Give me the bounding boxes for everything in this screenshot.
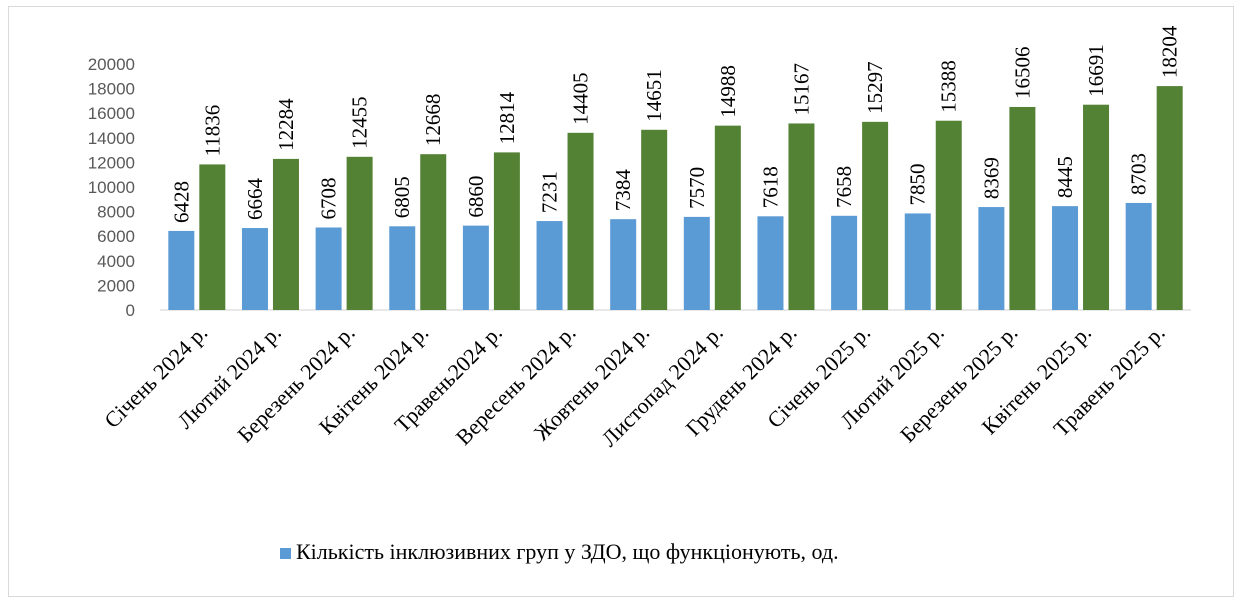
bar-chart: 0 2000 4000 6000 8000 10000 12000 14000 16000 180… (88, 25, 1191, 564)
bar-series-2 (788, 123, 815, 311)
bar-series-1 (683, 216, 710, 310)
bar-series-1 (1052, 206, 1079, 310)
data-label: 7384 (611, 169, 635, 212)
y-tick-label: 14000 (88, 129, 135, 148)
data-label: 6428 (169, 181, 193, 223)
data-label: 15388 (937, 60, 961, 113)
bar-series-1 (389, 226, 416, 310)
bar-series-2 (493, 152, 520, 310)
data-label: 7570 (685, 167, 709, 209)
x-axis: Січень 2024 р.Лютий 2024 р.Березень 2024… (99, 309, 1191, 451)
bar-series-2 (862, 121, 889, 311)
data-labels: 6428 11836 6664 12284 6708 12455 6805 12668 6860… (169, 25, 1181, 223)
data-label: 6805 (390, 176, 414, 218)
bars (168, 86, 1183, 311)
bar-series-2 (714, 125, 741, 310)
bar-series-2 (199, 164, 226, 310)
bar-series-2 (420, 154, 447, 310)
y-tick-label: 16000 (88, 104, 135, 123)
bar-series-1 (757, 216, 784, 310)
y-tick-label: 8000 (97, 203, 135, 222)
data-label: 15167 (789, 63, 813, 116)
y-tick-label: 18000 (88, 80, 135, 99)
y-tick-label: 2000 (97, 276, 135, 295)
bar-series-1 (462, 225, 489, 310)
legend: Кількість інклюзивних груп у ЗДО, що фун… (280, 539, 839, 564)
y-tick-label: 4000 (97, 252, 135, 271)
bar-series-2 (272, 158, 299, 310)
data-label: 11836 (200, 105, 224, 157)
y-tick-label: 0 (126, 301, 135, 320)
data-label: 7231 (538, 171, 562, 213)
data-label: 6860 (464, 176, 488, 218)
data-label: 12814 (495, 91, 519, 144)
data-label: 14405 (569, 72, 593, 125)
data-label: 14651 (642, 69, 666, 122)
data-label: 12455 (348, 96, 372, 149)
y-tick-label: 12000 (88, 153, 135, 172)
data-label: 7658 (832, 166, 856, 208)
y-tick-label: 20000 (88, 55, 135, 74)
data-label: 6664 (243, 178, 267, 221)
bar-series-1 (241, 228, 268, 310)
data-label: 16506 (1010, 46, 1034, 98)
data-label: 18204 (1158, 25, 1182, 78)
data-label: 8369 (979, 157, 1003, 199)
bar-series-2 (935, 120, 962, 310)
data-label: 6708 (317, 177, 341, 219)
data-label: 15297 (863, 61, 887, 114)
bar-series-1 (904, 213, 931, 310)
bar-series-1 (978, 207, 1005, 310)
bar-series-2 (1156, 86, 1183, 311)
bar-series-2 (641, 129, 668, 310)
bar-series-2 (346, 156, 373, 310)
y-tick-label: 10000 (88, 178, 135, 197)
bar-series-1 (1125, 202, 1152, 310)
data-label: 12284 (274, 98, 298, 151)
data-label: 8703 (1127, 153, 1151, 195)
bar-series-1 (536, 221, 563, 310)
bar-series-2 (567, 132, 594, 310)
data-label: 7618 (758, 166, 782, 208)
bar-series-1 (610, 219, 637, 310)
data-label: 14988 (716, 65, 740, 118)
data-label: 7850 (906, 163, 930, 205)
data-label: 8445 (1053, 156, 1077, 198)
legend-label: Кількість інклюзивних груп у ЗДО, що фун… (296, 539, 839, 564)
y-tick-label: 6000 (97, 227, 135, 246)
chart-area: 0 2000 4000 6000 8000 10000 12000 14000 16000 180… (8, 6, 1234, 597)
data-label: 12668 (421, 94, 445, 147)
legend-swatch (280, 548, 291, 559)
y-axis: 0 2000 4000 6000 8000 10000 12000 14000 16000 180… (88, 55, 135, 320)
bar-series-1 (168, 230, 195, 310)
data-label: 16691 (1084, 44, 1108, 97)
bar-series-1 (831, 215, 858, 310)
bar-series-2 (1083, 104, 1110, 310)
bar-series-1 (315, 227, 342, 310)
bar-series-2 (1009, 106, 1036, 310)
